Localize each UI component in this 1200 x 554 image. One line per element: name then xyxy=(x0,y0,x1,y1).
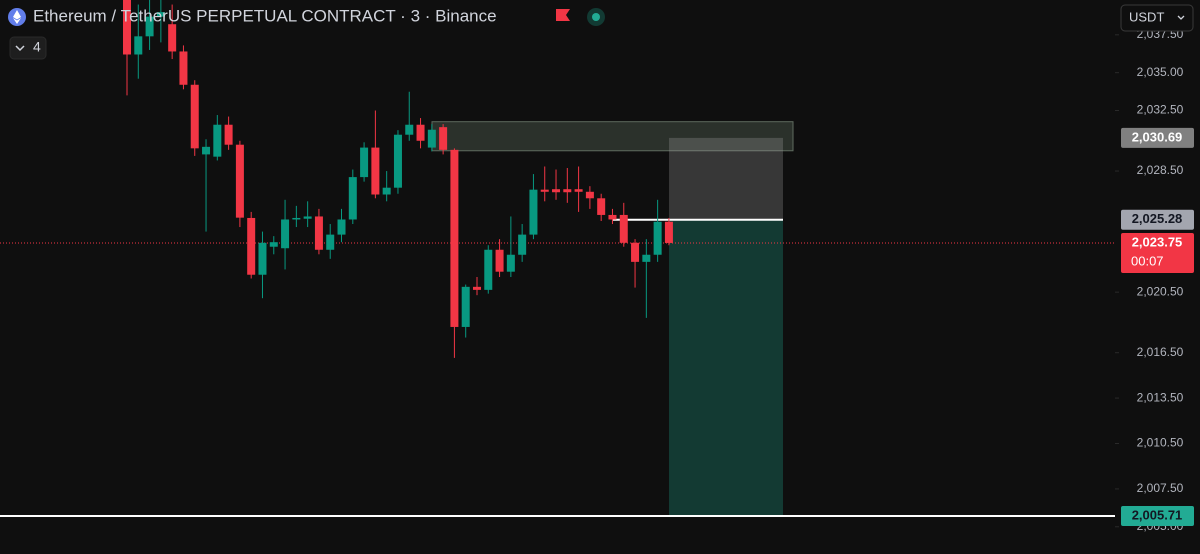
candle-body xyxy=(472,286,481,290)
currency-dropdown[interactable] xyxy=(1120,4,1194,32)
y-tick-label: 2,032.50 xyxy=(1137,103,1184,117)
header: Ethereum / TetherUS PERPETUAL CONTRACT ·… xyxy=(8,4,1194,60)
candle-body xyxy=(506,254,515,272)
chart-title: Ethereum / TetherUS PERPETUAL CONTRACT ·… xyxy=(33,6,497,25)
candle-body xyxy=(224,124,233,145)
candle-body xyxy=(281,219,290,249)
candle-body xyxy=(574,189,583,192)
candle-body xyxy=(292,217,301,220)
candle-body xyxy=(450,149,459,327)
candle-body xyxy=(269,242,278,247)
price-label-box xyxy=(1121,232,1194,273)
candle-body xyxy=(247,217,256,275)
candle-body xyxy=(585,191,594,199)
y-tick-label: 2,035.00 xyxy=(1137,65,1184,79)
candle-body xyxy=(608,214,617,220)
candle-body xyxy=(303,216,312,219)
y-tick-label: 2,013.50 xyxy=(1137,390,1184,404)
currency-label: USDT xyxy=(1129,9,1164,24)
candle-body xyxy=(258,242,267,275)
candle-body xyxy=(664,221,673,243)
status-dot xyxy=(592,13,600,21)
price-axis: 2,037.502,035.002,032.502,028.502,020.50… xyxy=(1115,27,1194,533)
candle-body xyxy=(123,0,131,55)
candle-body xyxy=(653,221,662,255)
price-label: 2,023.75 xyxy=(1132,234,1183,249)
candle-body xyxy=(518,234,527,255)
candle-body xyxy=(484,249,493,290)
candle-body xyxy=(134,36,143,55)
candle-body xyxy=(427,129,436,148)
candle-body xyxy=(597,198,606,215)
stop-zone xyxy=(669,219,783,517)
interval-button[interactable] xyxy=(9,36,47,60)
y-tick-label: 2,028.50 xyxy=(1137,163,1184,177)
candle-body xyxy=(529,189,538,235)
candle-body xyxy=(179,51,188,85)
candle-body xyxy=(495,249,504,272)
price-label-box xyxy=(1121,127,1194,148)
price-label-box xyxy=(1121,209,1194,230)
candle-body xyxy=(461,286,470,327)
candle-body xyxy=(326,234,335,250)
candle-body xyxy=(540,189,549,192)
candle-body xyxy=(371,147,380,195)
target-zone xyxy=(669,137,783,220)
candle-body xyxy=(416,124,425,141)
candle-body xyxy=(235,144,244,218)
candle-body xyxy=(202,146,211,155)
candle-body xyxy=(168,24,177,52)
candle-body xyxy=(642,254,651,262)
candle-body xyxy=(348,177,357,220)
symbol-icon-glyph xyxy=(13,10,21,24)
y-tick-label: 2,007.50 xyxy=(1137,481,1184,495)
interval-label: 4 xyxy=(33,39,41,55)
price-label: 2,025.28 xyxy=(1132,211,1183,226)
y-tick-label: 2,010.50 xyxy=(1137,436,1184,450)
candle-body xyxy=(563,189,572,193)
candle-body xyxy=(552,189,561,193)
candle-body xyxy=(213,124,222,157)
candle-body xyxy=(156,12,165,17)
candle-body xyxy=(405,124,414,135)
candle-body xyxy=(382,187,391,195)
zone xyxy=(431,121,794,152)
candle-body xyxy=(314,216,323,250)
price-label: 2,005.71 xyxy=(1132,507,1183,522)
y-tick-label: 2,020.50 xyxy=(1137,284,1184,298)
candle-body xyxy=(145,16,154,37)
price-label: 2,030.69 xyxy=(1132,129,1183,144)
candle-body xyxy=(337,219,346,235)
candle-body xyxy=(190,84,199,149)
candle-body xyxy=(360,147,369,178)
chevron xyxy=(15,45,25,52)
price-label-box xyxy=(1121,506,1194,527)
candle-body xyxy=(619,214,628,243)
countdown: 00:07 xyxy=(1131,253,1164,268)
candle-body xyxy=(631,242,640,262)
candle-body xyxy=(393,134,402,188)
candle-body xyxy=(439,127,448,150)
y-tick-label: 2,016.50 xyxy=(1137,345,1184,359)
plot-area xyxy=(0,0,1115,518)
flag-icon[interactable] xyxy=(556,9,570,21)
chevron xyxy=(1177,15,1185,20)
